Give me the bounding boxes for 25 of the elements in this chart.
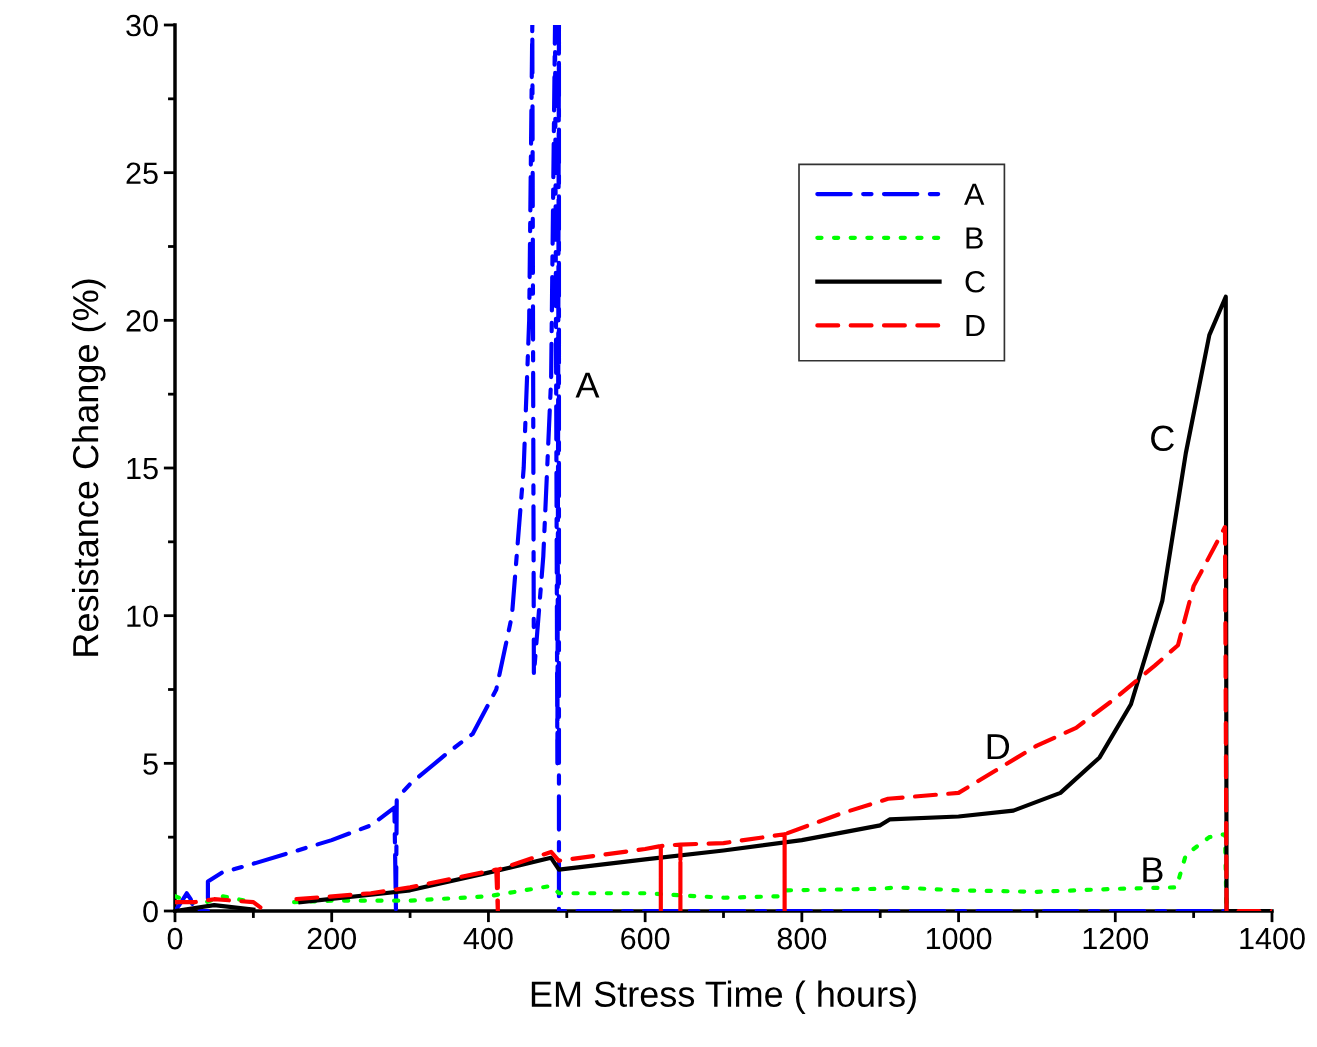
- legend-label: A: [964, 183, 985, 205]
- y-tick-label: 5: [143, 753, 158, 775]
- x-tick-label: 200: [307, 927, 357, 950]
- legend-label: B: [966, 227, 983, 249]
- x-tick-label: 800: [777, 927, 827, 950]
- annotation: D: [987, 734, 1010, 760]
- y-tick-label: 0: [143, 900, 158, 923]
- y-tick-label: 10: [127, 605, 158, 628]
- x-axis-title: EM Stress Time ( hours): [531, 980, 916, 1015]
- x-tick-label: 0: [167, 927, 183, 950]
- annotation: B: [1143, 857, 1163, 883]
- y-tick-label: 15: [127, 458, 158, 480]
- x-tick-label: 400: [463, 927, 513, 950]
- annotation: A: [575, 372, 600, 398]
- y-tick-label: 30: [126, 14, 158, 37]
- y-tick-label: 20: [126, 310, 158, 332]
- x-tick-label: 1400: [1240, 927, 1305, 950]
- legend-label: D: [966, 315, 985, 337]
- annotation: C: [1151, 425, 1174, 452]
- x-tick-label: 1200: [1083, 927, 1149, 950]
- y-axis-title: Resistance Change (%): [71, 279, 106, 656]
- y-tick-label: 25: [126, 162, 158, 185]
- x-tick-label: 1000: [926, 927, 992, 950]
- legend-label: C: [965, 270, 985, 293]
- x-tick-label: 600: [621, 927, 670, 950]
